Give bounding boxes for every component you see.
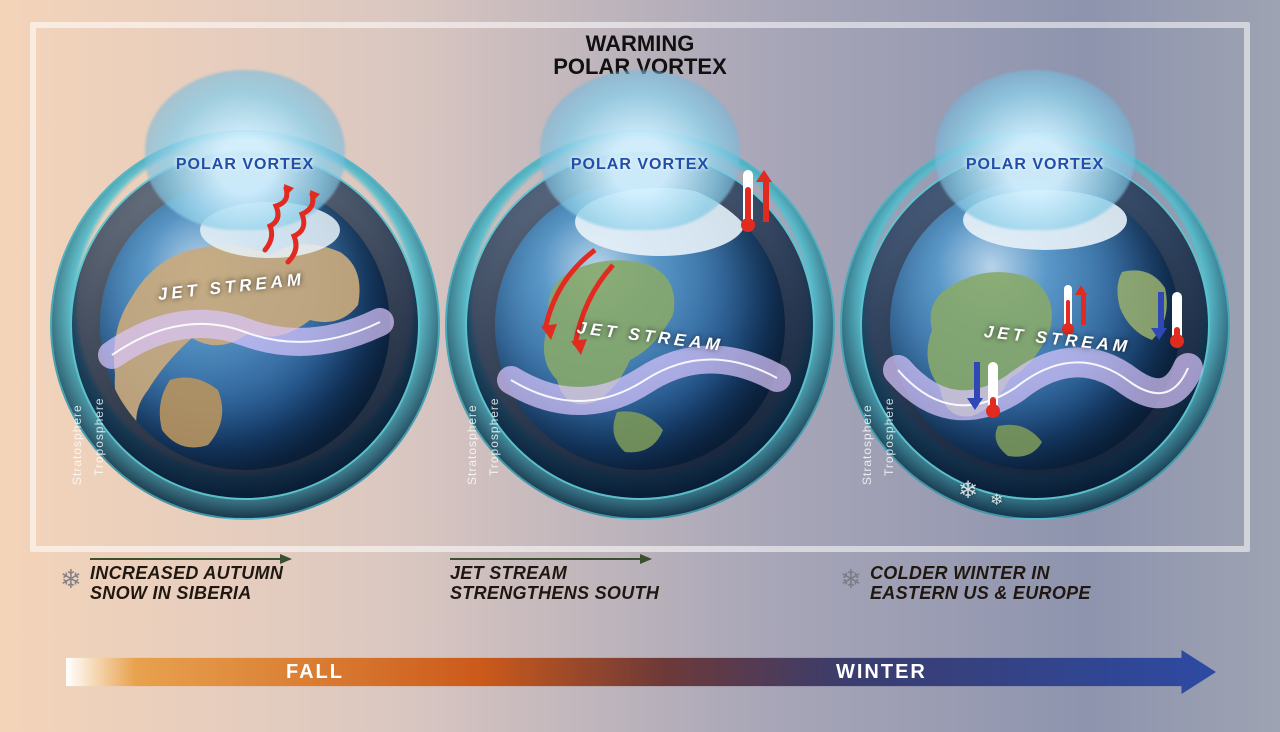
- panel-fall: Stratosphere Troposphere POLAR VORTEX JE…: [50, 40, 440, 530]
- season-fall-label: FALL: [286, 661, 344, 684]
- season-winter-label: WINTER: [836, 661, 927, 684]
- caption-text: JET STREAM STRENGTHENS SOUTH: [450, 563, 822, 603]
- polar-vortex-cap: [145, 70, 345, 230]
- caption-line2: EASTERN US & EUROPE: [870, 583, 1091, 603]
- caption-line1: JET STREAM: [450, 563, 567, 583]
- globe-assembly: ❄ ❄ Stratosphere Troposphere: [840, 130, 1230, 520]
- caption-mid: JET STREAM STRENGTHENS SOUTH: [450, 558, 840, 603]
- captions-row: ❄ INCREASED AUTUMN SNOW IN SIBERIA JET S…: [60, 558, 1240, 603]
- arrow-up-icon: [1078, 285, 1088, 325]
- caption-winter: ❄ COLDER WINTER IN EASTERN US & EUROPE: [840, 558, 1230, 603]
- arrow-up-icon: [761, 170, 771, 222]
- troposphere-label: Troposphere: [92, 397, 106, 476]
- arrow-down-icon: [1156, 292, 1166, 340]
- progress-arrow-icon: [450, 558, 650, 560]
- polar-vortex-cap: [540, 70, 740, 230]
- troposphere-label: Troposphere: [487, 397, 501, 476]
- stratosphere-label: Stratosphere: [70, 404, 84, 485]
- caption-line2: STRENGTHENS SOUTH: [450, 583, 659, 603]
- panel-mid: WARMING POLAR VORTEX: [445, 40, 835, 530]
- stratosphere-label: Stratosphere: [465, 404, 479, 485]
- warming-title-l1: WARMING: [445, 32, 835, 55]
- snowflake-icon: ❄: [60, 564, 82, 595]
- snowflake-icon: ❄: [840, 564, 862, 595]
- arrow-down-icon: [972, 362, 982, 410]
- caption-line1: INCREASED AUTUMN: [90, 563, 283, 583]
- polar-vortex-cap: [935, 70, 1135, 230]
- caption-line1: COLDER WINTER IN: [870, 563, 1050, 583]
- troposphere-label: Troposphere: [882, 397, 896, 476]
- snowflake-icon: ❄: [990, 490, 1003, 510]
- thermometer-cold-icon: [1172, 292, 1182, 342]
- thermometer-cold-icon: [988, 362, 998, 412]
- thermometer-warm-icon: [1064, 285, 1072, 329]
- caption-text: COLDER WINTER IN EASTERN US & EUROPE: [870, 563, 1212, 603]
- globe-assembly: Stratosphere Troposphere: [50, 130, 440, 520]
- polar-vortex-label: POLAR VORTEX: [840, 156, 1230, 174]
- polar-vortex-label: POLAR VORTEX: [445, 156, 835, 174]
- progress-arrow-icon: [90, 558, 290, 560]
- panel-winter: ❄ ❄ Stratosphere Troposphere POLAR VORTE…: [840, 40, 1230, 530]
- stratosphere-label: Stratosphere: [860, 404, 874, 485]
- caption-text: INCREASED AUTUMN SNOW IN SIBERIA: [90, 563, 432, 603]
- thermometer-warm-icon: [743, 170, 753, 226]
- snowflake-icon: ❄: [958, 476, 978, 505]
- panel-frame: Stratosphere Troposphere POLAR VORTEX JE…: [30, 22, 1250, 552]
- season-timeline-bar: FALL WINTER: [66, 650, 1216, 694]
- caption-fall: ❄ INCREASED AUTUMN SNOW IN SIBERIA: [60, 558, 450, 603]
- polar-vortex-label: POLAR VORTEX: [50, 156, 440, 174]
- caption-line2: SNOW IN SIBERIA: [90, 583, 252, 603]
